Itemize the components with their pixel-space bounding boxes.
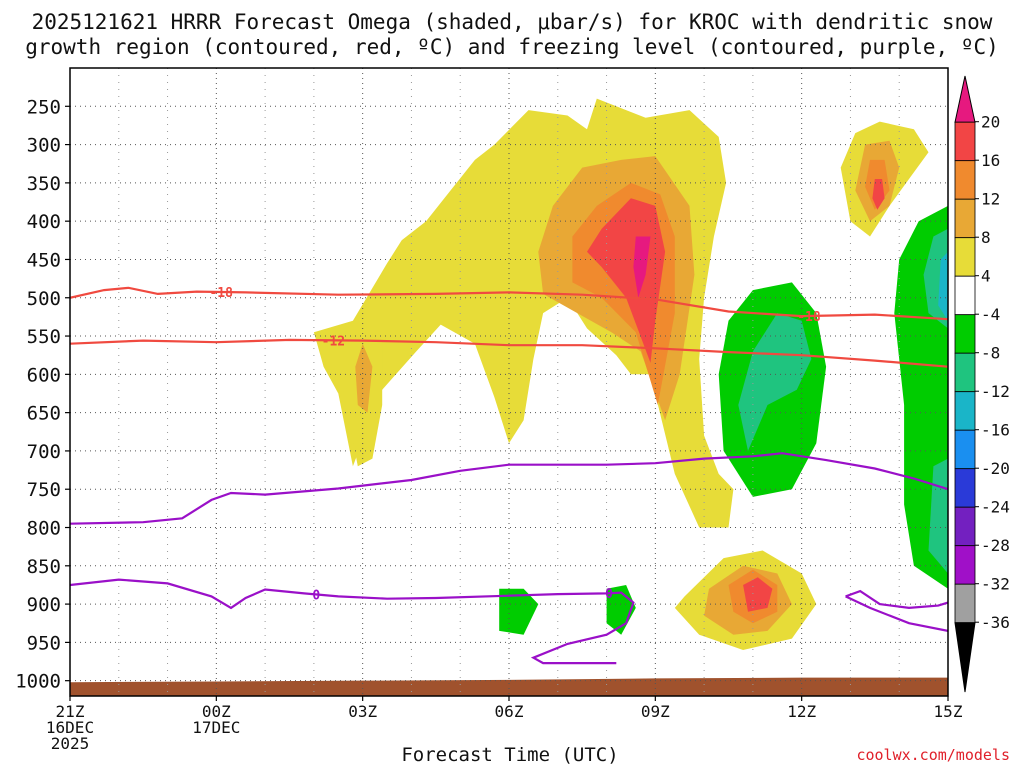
y-tick-label-250: 250	[27, 96, 61, 118]
y-tick-label-550: 550	[27, 326, 61, 348]
colorbar-label--36: -36	[981, 613, 1010, 632]
chart-title-line-1: 2025121621 HRRR Forecast Omega (shaded, …	[31, 10, 993, 34]
colorbar-label--16: -16	[981, 421, 1010, 440]
y-tick-label-850: 850	[27, 556, 61, 578]
x-tick-label-0-2: 2025	[51, 734, 90, 753]
contour-line-0-3	[70, 452, 948, 525]
colorbar-label-20: 20	[981, 113, 1000, 132]
omega-region-red-low-right	[743, 577, 773, 612]
omega-region-red-upper-right	[872, 179, 885, 210]
y-tick-label-400: 400	[27, 211, 61, 233]
chart-title-line-2: growth region (contoured, red, ºC) and f…	[25, 35, 999, 59]
colorbar-swatch--8-to--4	[954, 314, 976, 354]
x-tick-label-18-0: 15Z	[934, 702, 963, 721]
y-tick-label-600: 600	[27, 364, 61, 386]
contour-line--12-2	[70, 338, 948, 368]
x-tick-label-0-0: 21Z	[56, 702, 85, 721]
colorbar-label--24: -24	[981, 498, 1010, 517]
y-tick-label-900: 900	[27, 594, 61, 616]
contour-label--18: -18	[797, 310, 821, 325]
omega-region-orange-mid-left	[355, 343, 373, 413]
credit-text[interactable]: coolwx.com/models	[856, 746, 1010, 764]
ground-terrain	[70, 677, 948, 696]
y-tick-label-450: 450	[27, 249, 61, 271]
contour-label-0: 0	[312, 588, 320, 603]
x-axis-title: Forecast Time (UTC)	[401, 744, 619, 766]
colorbar-swatch-bottom	[954, 622, 976, 693]
colorbar-label-4: 4	[981, 267, 991, 286]
contour-line--18-0	[70, 286, 948, 321]
colorbar-swatch--20-to--16	[954, 429, 976, 470]
omega-region-green-upper-center	[238, 68, 363, 264]
colorbar-label--4: -4	[981, 305, 1000, 324]
colorbar-label--12: -12	[981, 382, 1010, 401]
colorbar-label--8: -8	[981, 344, 1000, 363]
y-tick-label-950: 950	[27, 632, 61, 654]
colorbar-swatch-16-to-20	[954, 121, 976, 162]
colorbar-swatch--24-to--20	[954, 468, 976, 508]
y-tick-label-500: 500	[27, 288, 61, 310]
colorbar-swatch--32-to--28	[954, 545, 976, 585]
omega-region-blue-right-edge	[938, 251, 948, 321]
x-tick-label-6-0: 03Z	[348, 702, 377, 721]
x-tick-label-12-0: 09Z	[641, 702, 670, 721]
omega-region-green-upper-left	[194, 83, 231, 237]
contour-line-0-4	[70, 578, 635, 665]
colorbar-label-12: 12	[981, 190, 1000, 209]
colorbar-swatch--36-to--32	[954, 583, 976, 624]
y-tick-label-350: 350	[27, 173, 61, 195]
y-tick-label-750: 750	[27, 479, 61, 501]
colorbar-swatch-12-to-16	[954, 160, 976, 200]
contour-line-unlabeled-6	[845, 589, 948, 610]
colorbar-label-8: 8	[981, 228, 991, 247]
y-tick-label-800: 800	[27, 518, 61, 540]
colorbar-swatch-8-to-12	[954, 198, 976, 239]
contour-label--18: -18	[209, 286, 233, 301]
omega-region-magenta-main	[633, 236, 651, 298]
colorbar-label-16: 16	[981, 151, 1000, 170]
colorbar-label--20: -20	[981, 459, 1010, 478]
colorbar-swatch--12-to--8	[954, 352, 976, 393]
y-tick-label-700: 700	[27, 441, 61, 463]
contour-label--12: -12	[322, 334, 345, 349]
x-tick-label-15-0: 12Z	[787, 702, 816, 721]
colorbar-label--32: -32	[981, 575, 1010, 594]
x-tick-label-3-1: 17DEC	[192, 718, 240, 737]
colorbar-swatch--4-to-4	[954, 275, 976, 316]
omega-region-green-low-center	[338, 428, 631, 662]
omega-region-green-upper-sliver	[577, 68, 607, 78]
colorbar-swatch--28-to--24	[954, 506, 976, 547]
contour-line-unlabeled-7	[845, 595, 948, 632]
colorbar-swatch-4-to-8	[954, 237, 976, 277]
contour-label-0: 0	[605, 587, 613, 602]
y-tick-label-300: 300	[27, 135, 61, 157]
omega-region-cyan-right-mid	[738, 313, 812, 451]
colorbar-swatch-top	[954, 75, 976, 123]
colorbar-label--28: -28	[981, 536, 1010, 555]
colorbar-swatch--16-to--12	[954, 391, 976, 431]
omega-region-green-pocket-early	[104, 194, 134, 353]
y-tick-label-650: 650	[27, 403, 61, 425]
y-tick-label-1000: 1000	[15, 671, 61, 693]
x-tick-label-3-0: 00Z	[202, 702, 231, 721]
x-tick-label-0-1: 16DEC	[46, 718, 94, 737]
x-tick-label-9-0: 06Z	[495, 702, 524, 721]
